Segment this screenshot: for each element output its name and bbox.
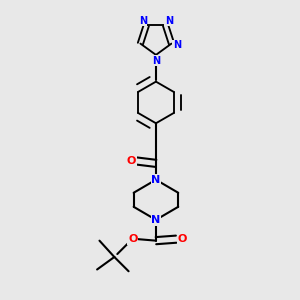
Text: N: N <box>173 40 181 50</box>
Text: O: O <box>177 234 187 244</box>
Text: N: N <box>152 56 160 66</box>
Text: N: N <box>139 16 147 26</box>
Text: N: N <box>165 16 173 26</box>
Text: N: N <box>151 175 160 185</box>
Text: O: O <box>128 234 137 244</box>
Text: N: N <box>151 215 160 225</box>
Text: O: O <box>127 156 136 166</box>
